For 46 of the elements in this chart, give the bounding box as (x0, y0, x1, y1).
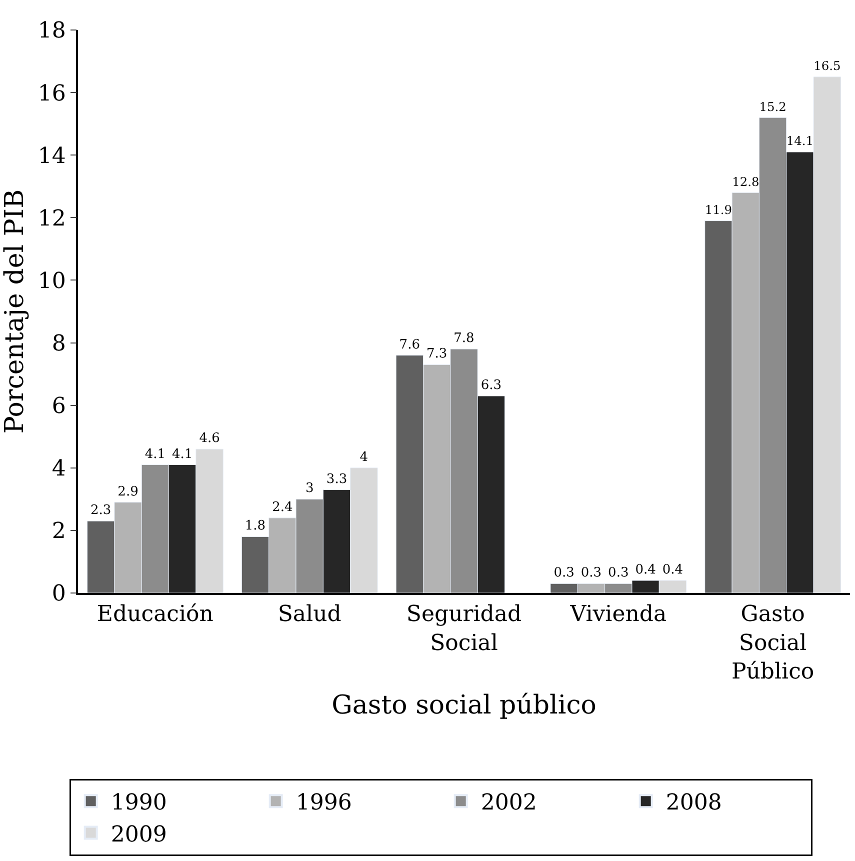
y-tick-label: 16 (38, 81, 66, 106)
y-axis-title: Porcentaje del PIB (0, 189, 30, 434)
y-tick-label: 12 (38, 206, 66, 232)
legend-label: 2008 (666, 790, 722, 816)
data-label: 2.3 (90, 503, 112, 518)
x-axis-title: Gasto social público (332, 690, 596, 721)
data-label: 1.8 (244, 518, 266, 534)
legend-label: 1996 (296, 790, 352, 816)
y-tick-label: 4 (52, 456, 66, 482)
data-label: 16.5 (814, 59, 841, 74)
x-tick-label: Vivienda (569, 602, 667, 628)
y-tick-label: 8 (52, 331, 66, 356)
x-tick-label: Seguridad Social (406, 602, 522, 656)
data-label: 0.4 (662, 562, 684, 578)
data-label: 4 (360, 450, 368, 465)
y-tick-label: 18 (38, 18, 66, 44)
data-label: 4.1 (172, 446, 193, 462)
data-label: 3 (305, 481, 314, 496)
data-label: 0.3 (580, 566, 602, 581)
data-label: 4.6 (199, 431, 220, 446)
data-label: 7.8 (454, 331, 474, 346)
data-label: 7.6 (399, 337, 420, 352)
legend-label: 1990 (110, 790, 167, 816)
x-tick-label: Salud (278, 602, 342, 628)
y-tick-label: 6 (52, 394, 66, 420)
data-label: 15.2 (759, 100, 786, 114)
x-tick-label: Educación (96, 602, 214, 628)
y-tick-label: 2 (52, 519, 66, 544)
data-label: 0.4 (635, 562, 656, 578)
y-tick-label: 14 (38, 144, 66, 169)
legend-label: 2002 (480, 790, 537, 816)
data-label: 4.1 (144, 446, 166, 462)
data-label: 14.1 (786, 134, 814, 148)
y-tick-label: 0 (52, 582, 66, 607)
data-label: 2.4 (272, 500, 293, 515)
data-label: 0.3 (608, 566, 629, 581)
x-tick-label: Gasto Social Público (731, 602, 814, 684)
data-label: 7.3 (426, 346, 448, 362)
legend-label: 2009 (110, 822, 167, 848)
data-label: 11.9 (704, 203, 732, 218)
data-label: 3.3 (326, 472, 348, 487)
y-tick-label: 10 (38, 268, 66, 294)
data-label: 0.3 (554, 566, 574, 581)
data-label: 12.8 (732, 174, 760, 189)
data-label: 2.9 (118, 484, 138, 500)
data-label: 6.3 (480, 378, 502, 393)
